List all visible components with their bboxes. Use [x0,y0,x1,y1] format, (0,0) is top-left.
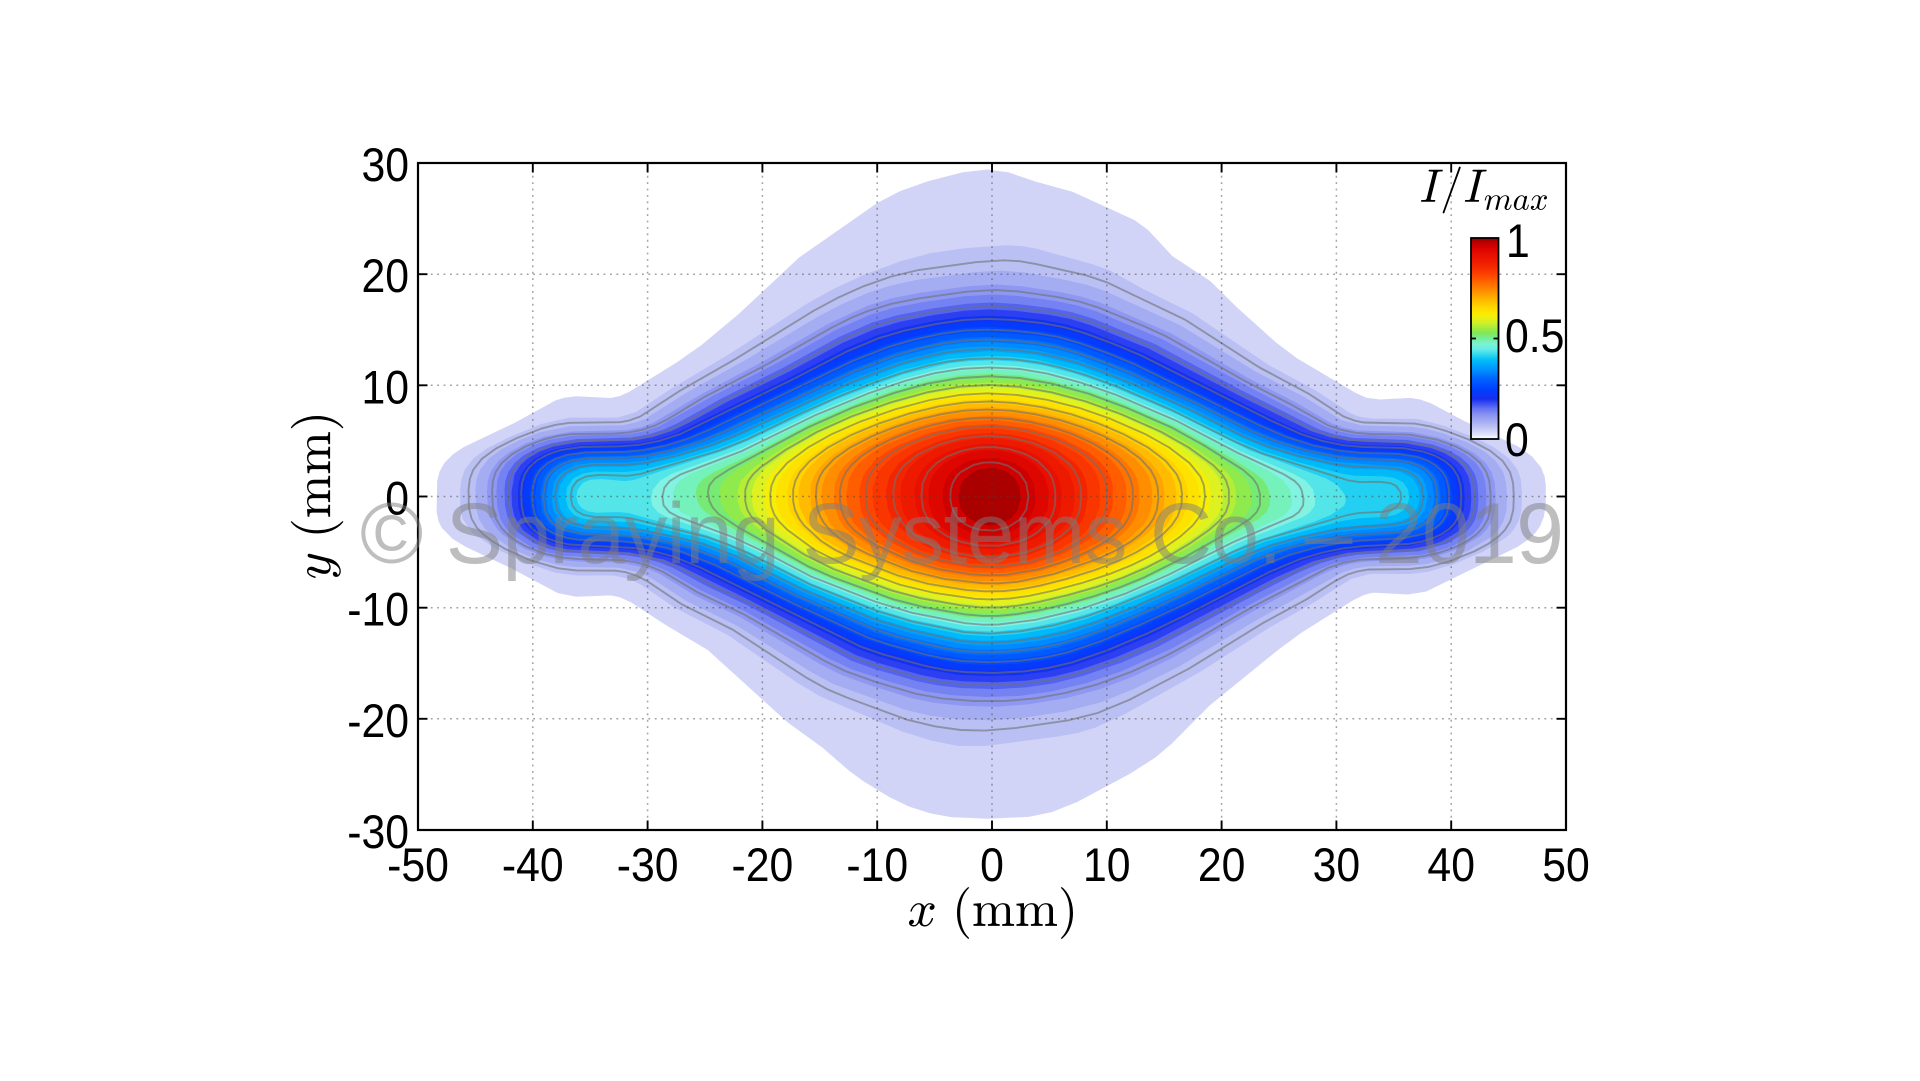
svg-text:10: 10 [361,360,409,414]
svg-text:-30: -30 [347,805,409,859]
svg-text:30: 30 [1313,838,1361,892]
svg-text:-40: -40 [502,838,564,892]
svg-text:0.5: 0.5 [1505,309,1564,363]
svg-text:-20: -20 [347,694,409,748]
svg-text:-10: -10 [347,583,409,637]
svg-text:0: 0 [980,838,1004,892]
svg-text:-50: -50 [387,838,449,892]
svg-text:0: 0 [1505,413,1529,467]
svg-text:30: 30 [361,138,409,192]
svg-text:-20: -20 [732,838,794,892]
svg-text:40: 40 [1427,838,1475,892]
svg-text:-10: -10 [846,838,908,892]
svg-text:20: 20 [361,249,409,303]
svg-text:50: 50 [1542,838,1590,892]
svg-text:0: 0 [385,471,409,525]
svg-text:-30: -30 [617,838,679,892]
svg-text:10: 10 [1083,838,1131,892]
svg-text:© Spraying Systems Co. – 2019: © Spraying Systems Co. – 2019 [360,486,1563,582]
svg-text:1: 1 [1506,214,1530,268]
svg-text:20: 20 [1198,838,1246,892]
